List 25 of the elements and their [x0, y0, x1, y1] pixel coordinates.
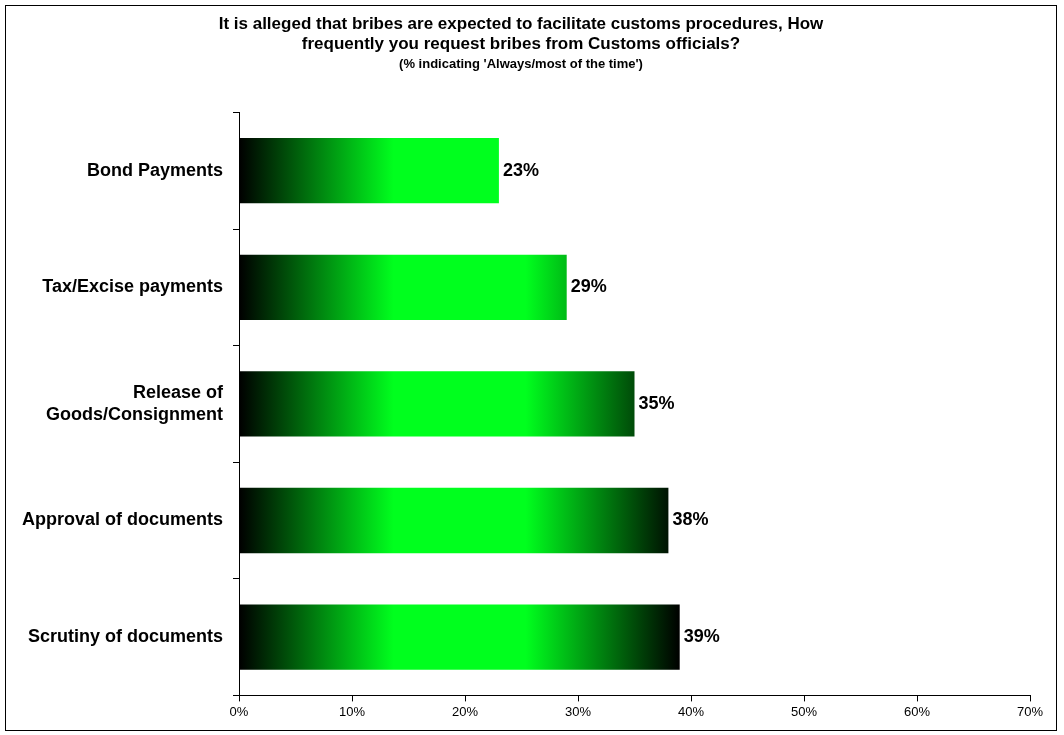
bar: [239, 487, 669, 554]
bar: [239, 604, 680, 670]
y-tick-label: Scrutiny of documents: [27, 626, 224, 647]
data-label: 39%: [683, 626, 720, 647]
x-tick-label: 30%: [564, 703, 592, 719]
x-tick-label: 20%: [451, 703, 479, 719]
data-label: 23%: [502, 159, 539, 180]
data-label: 35%: [638, 392, 675, 413]
chart-subtitle: (% indicating 'Always/most of the time'): [399, 56, 643, 72]
x-tick-label: 0%: [229, 703, 249, 719]
x-tick-label: 50%: [790, 703, 818, 719]
y-tick-label: Bond Payments: [86, 159, 224, 180]
bar: [239, 254, 567, 320]
y-tick-label: Approval of documents: [22, 509, 224, 530]
data-label: 29%: [570, 276, 607, 297]
data-label: 38%: [672, 509, 709, 530]
x-tick-label: 40%: [677, 703, 705, 719]
x-tick-label: 10%: [339, 703, 366, 719]
chart-title: It is alleged that bribes are expected to facilitate customs procedures, How frequently you request bribes from Customs officials?: [218, 13, 825, 54]
bar: [239, 138, 499, 204]
x-tick-label: 70%: [1016, 703, 1044, 719]
x-tick-label: 60%: [903, 703, 931, 719]
y-tick-label: Release of Goods/Consignment: [46, 382, 225, 424]
bar: [239, 371, 635, 437]
y-tick-label: Tax/Excise payments: [42, 276, 224, 297]
